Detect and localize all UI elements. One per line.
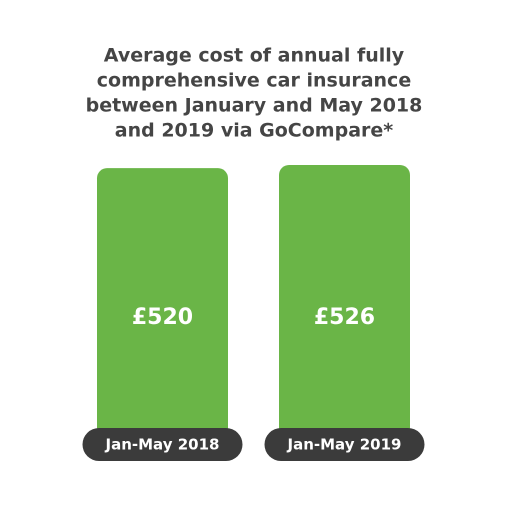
x-tick-label: Jan-May 2018 — [105, 436, 220, 454]
chart-title: comprehensive car insurance — [97, 70, 411, 92]
category-pill — [264, 428, 425, 461]
category-pill — [82, 428, 243, 461]
bar — [279, 165, 410, 440]
bar — [97, 168, 228, 440]
value-label: £520 — [132, 305, 193, 330]
chart-title: Average cost of annual fully — [104, 45, 405, 67]
x-tick-label: Jan-May 2019 — [287, 436, 402, 454]
chart-title: between January and May 2018 — [86, 95, 423, 117]
chart-title: and 2019 via GoCompare* — [115, 120, 394, 142]
value-label: £526 — [314, 305, 375, 330]
